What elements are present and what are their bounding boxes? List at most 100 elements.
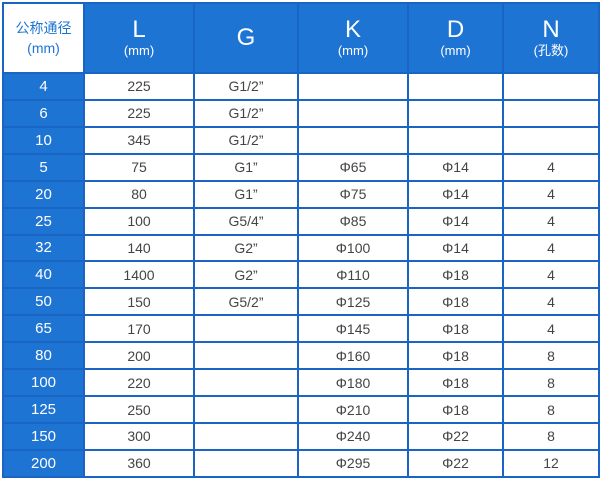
table-cell: Φ22 xyxy=(407,421,504,451)
table-cell: G1/2” xyxy=(193,125,299,155)
table-row: 20 80 G1” Φ75 Φ14 4 xyxy=(2,179,600,209)
table-cell xyxy=(407,125,504,155)
table-cell: G1” xyxy=(193,152,299,182)
table-cell: Φ75 xyxy=(297,179,409,209)
table-cell: 1400 xyxy=(83,260,195,290)
table-cell: G2” xyxy=(193,260,299,290)
corner-label: 公称通径 xyxy=(15,20,72,36)
table-cell xyxy=(407,72,504,101)
nominal-diameter-cell: 20 xyxy=(2,179,85,209)
table-cell xyxy=(502,72,600,101)
header-unit: (mm) xyxy=(123,43,155,58)
table-cell: 150 xyxy=(83,287,195,317)
table-cell: 225 xyxy=(83,72,195,101)
table-cell: Φ18 xyxy=(407,395,504,424)
nominal-diameter-cell: 50 xyxy=(2,287,85,317)
table-row: 150 300 Φ240 Φ22 8 xyxy=(2,421,600,451)
header-unit: (孔数) xyxy=(533,43,569,58)
table-cell: 8 xyxy=(502,395,600,424)
table-row: 80 200 Φ160 Φ18 8 xyxy=(2,341,600,371)
header-label: K xyxy=(344,16,361,43)
header-d: D (mm) xyxy=(407,2,504,74)
table-cell: 8 xyxy=(502,421,600,451)
table-row: 25 100 G5/4” Φ85 Φ14 4 xyxy=(2,206,600,236)
table-cell xyxy=(193,395,299,424)
table-cell: Φ145 xyxy=(297,314,409,344)
table-cell: Φ18 xyxy=(407,368,504,398)
corner-unit: (mm) xyxy=(27,40,60,56)
table-cell: 80 xyxy=(83,179,195,209)
table-cell: 360 xyxy=(83,448,195,479)
table-row: 65 170 Φ145 Φ18 4 xyxy=(2,314,600,344)
table-cell: 100 xyxy=(83,206,195,236)
table-cell: Φ100 xyxy=(297,233,409,263)
table-cell: 300 xyxy=(83,421,195,451)
table-cell: G1” xyxy=(193,179,299,209)
table-cell xyxy=(297,98,409,128)
table-cell: G5/2” xyxy=(193,287,299,317)
table-row: 100 220 Φ180 Φ18 8 xyxy=(2,368,600,398)
table-cell xyxy=(193,448,299,479)
table-row: 50 150 G5/2” Φ125 Φ18 4 xyxy=(2,287,600,317)
table-row: 200 360 Φ295 Φ22 12 xyxy=(2,448,600,479)
table-row: 40 1400 G2” Φ110 Φ18 4 xyxy=(2,260,600,290)
table-row: 4 225 G1/2” xyxy=(2,72,600,101)
table-cell xyxy=(193,314,299,344)
header-label: D xyxy=(446,16,465,43)
table-cell: Φ125 xyxy=(297,287,409,317)
table-cell: Φ110 xyxy=(297,260,409,290)
table-cell: Φ14 xyxy=(407,206,504,236)
header-l: L (mm) xyxy=(83,2,195,74)
table-cell: Φ18 xyxy=(407,314,504,344)
table-cell: Φ295 xyxy=(297,448,409,479)
table-cell: 4 xyxy=(502,260,600,290)
nominal-diameter-cell: 25 xyxy=(2,206,85,236)
table-cell: 4 xyxy=(502,287,600,317)
table-cell: G1/2” xyxy=(193,72,299,101)
header-k: K (mm) xyxy=(297,2,409,74)
header-label: N xyxy=(542,16,560,43)
table-cell: G2” xyxy=(193,233,299,263)
table-cell: Φ210 xyxy=(297,395,409,424)
table-row: 6 225 G1/2” xyxy=(2,98,600,128)
header-n: N (孔数) xyxy=(502,2,600,74)
nominal-diameter-cell: 65 xyxy=(2,314,85,344)
table-cell: 170 xyxy=(83,314,195,344)
table-cell: 12 xyxy=(502,448,600,479)
table-cell xyxy=(193,421,299,451)
table-cell: 4 xyxy=(502,233,600,263)
nominal-diameter-cell: 6 xyxy=(2,98,85,128)
table-cell: Φ14 xyxy=(407,152,504,182)
table-row: 10 345 G1/2” xyxy=(2,125,600,155)
table-cell: 345 xyxy=(83,125,195,155)
table-cell: Φ240 xyxy=(297,421,409,451)
table-cell: 225 xyxy=(83,98,195,128)
table-row: 32 140 G2” Φ100 Φ14 4 xyxy=(2,233,600,263)
nominal-diameter-cell: 32 xyxy=(2,233,85,263)
table-cell: Φ14 xyxy=(407,179,504,209)
table-cell: Φ160 xyxy=(297,341,409,371)
table-cell: 4 xyxy=(502,179,600,209)
nominal-diameter-cell: 5 xyxy=(2,152,85,182)
nominal-diameter-cell: 40 xyxy=(2,260,85,290)
table-cell: 200 xyxy=(83,341,195,371)
header-label: G xyxy=(236,24,256,51)
nominal-diameter-cell: 4 xyxy=(2,72,85,101)
table-cell: 8 xyxy=(502,341,600,371)
table-cell xyxy=(502,125,600,155)
table-cell: Φ18 xyxy=(407,260,504,290)
table-cell: G5/4” xyxy=(193,206,299,236)
table-row: 5 75 G1” Φ65 Φ14 4 xyxy=(2,152,600,182)
header-label: L xyxy=(132,16,146,43)
table-cell: G1/2” xyxy=(193,98,299,128)
nominal-diameter-cell: 80 xyxy=(2,341,85,371)
table-cell xyxy=(407,98,504,128)
table-cell xyxy=(502,98,600,128)
table-cell: Φ18 xyxy=(407,341,504,371)
table-cell: Φ18 xyxy=(407,287,504,317)
table-cell: Φ85 xyxy=(297,206,409,236)
table-cell xyxy=(297,72,409,101)
header-row: 公称通径 (mm) L (mm) G K (mm) D (mm) N (孔数) xyxy=(2,2,600,74)
table-cell: Φ180 xyxy=(297,368,409,398)
